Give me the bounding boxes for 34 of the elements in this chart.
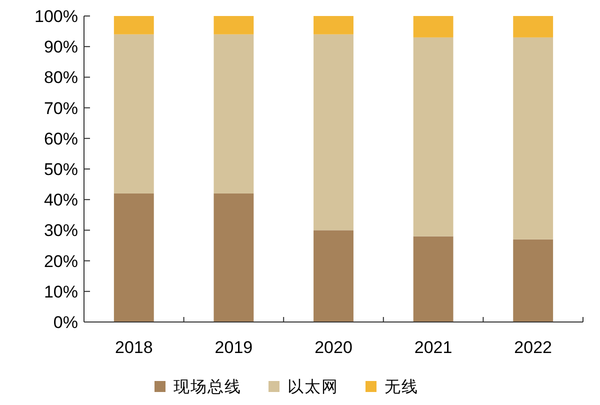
bar xyxy=(314,230,354,322)
bar xyxy=(513,16,554,38)
bar xyxy=(114,193,154,322)
legend-label: 现场总线 xyxy=(174,378,242,396)
y-tick-label: 70% xyxy=(44,98,78,118)
bar xyxy=(114,16,154,34)
bar xyxy=(513,239,554,322)
y-tick-label: 50% xyxy=(44,160,78,179)
bar xyxy=(214,34,254,194)
bar xyxy=(314,34,354,230)
y-tick-label: 30% xyxy=(44,221,78,240)
y-tick-label: 40% xyxy=(44,190,78,210)
legend-label: 无线 xyxy=(384,378,418,396)
y-tick-label: 60% xyxy=(44,129,78,148)
bar xyxy=(114,34,154,194)
x-tick-label: 2022 xyxy=(514,338,552,357)
y-tick-label: 90% xyxy=(44,38,78,57)
y-tick-label: 100% xyxy=(34,7,78,26)
bar xyxy=(413,37,454,236)
bar xyxy=(214,16,254,34)
legend-label: 以太网 xyxy=(288,378,338,396)
bar xyxy=(413,236,454,322)
x-tick-label: 2021 xyxy=(414,338,452,357)
bar xyxy=(314,16,354,34)
y-tick-label: 10% xyxy=(44,282,78,302)
y-tick-label: 80% xyxy=(44,68,78,88)
y-tick-label: 0% xyxy=(53,313,78,332)
bar xyxy=(413,16,454,38)
bar xyxy=(214,193,254,322)
y-tick-label: 20% xyxy=(44,252,78,271)
x-tick-label: 2018 xyxy=(114,338,153,357)
bar xyxy=(513,37,554,240)
x-tick-label: 2019 xyxy=(214,338,253,357)
x-tick-label: 2020 xyxy=(314,338,352,357)
